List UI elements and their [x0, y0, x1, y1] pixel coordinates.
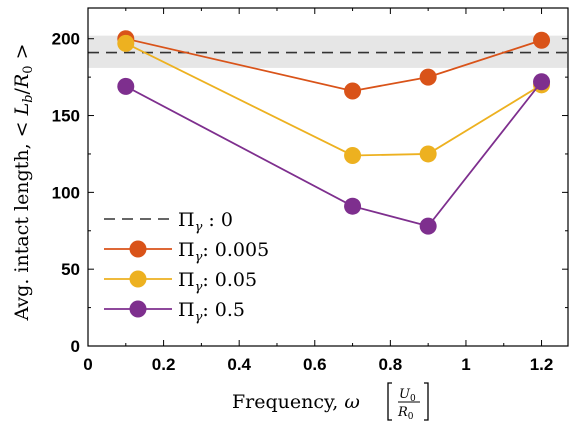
legend-label: Πγ: 0.5 [178, 299, 245, 325]
legend-label: Πγ: 0.005 [178, 239, 269, 265]
x-tick-label: 0.6 [303, 355, 327, 374]
legend-entry-2: Πγ: 0.005 [104, 239, 269, 265]
y-tick-label: 100 [52, 183, 80, 202]
data-point [419, 145, 437, 163]
series-line [125, 42, 543, 157]
data-point [344, 197, 362, 215]
x-tick-label: 1.2 [530, 355, 554, 374]
x-tick-label: 1 [461, 355, 470, 374]
svg-text:U0: U0 [399, 387, 416, 404]
legend-entry-4: Πγ: 0.5 [104, 299, 245, 325]
data-point [533, 31, 551, 49]
reference-band-layer [88, 35, 568, 68]
x-tick-label: 0 [83, 355, 92, 374]
series-line [125, 37, 542, 92]
data-point [419, 217, 437, 235]
axes-frame [87, 7, 569, 347]
data-point [419, 68, 437, 86]
plot-frame [87, 7, 569, 347]
svg-text:Frequency, ω: Frequency, ω [232, 391, 360, 413]
y-tick-label: 150 [52, 107, 80, 126]
legend-swatch-marker [129, 300, 147, 318]
y-axis-label-text: Avg. intact length, < [11, 115, 33, 321]
data-point [117, 77, 135, 95]
data-point [117, 34, 135, 52]
legend-entry-1: Πγ : 0 [104, 209, 233, 235]
legend-label: Πγ: 0.05 [178, 269, 257, 295]
y-tick-label: 50 [61, 260, 80, 279]
x-tick-label: 0.8 [379, 355, 403, 374]
series-3 [117, 73, 551, 235]
data-point [344, 82, 362, 100]
y-tick-label: 200 [52, 30, 80, 49]
series-line [125, 81, 543, 228]
data-point [533, 73, 551, 91]
legend: Πγ : 0 Πγ: 0.005 Πγ: 0.05 Πγ: 0.5 [104, 209, 269, 325]
series-layer [117, 30, 551, 235]
tick-labels: 0 0.2 0.4 0.6 0.8 1 1.2 0 50 100 150 200 [52, 30, 554, 374]
data-point [344, 146, 362, 164]
legend-label: Πγ : 0 [178, 209, 233, 235]
x-axis-label: Frequency, ω U0 R0 [232, 382, 429, 422]
legend-swatch-marker [129, 270, 147, 288]
legend-swatch-marker [129, 240, 147, 258]
svg-text:R0: R0 [397, 405, 414, 422]
y-axis-label: Avg. intact length, < Lb/R0 > [11, 43, 36, 321]
x-tick-label: 0.2 [152, 355, 176, 374]
x-tick-label: 0.4 [227, 355, 251, 374]
y-tick-label: 0 [71, 337, 80, 356]
legend-entry-3: Πγ: 0.05 [104, 269, 257, 295]
